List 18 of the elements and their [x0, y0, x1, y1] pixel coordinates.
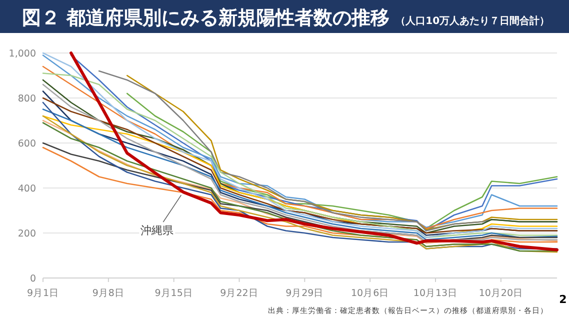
x-tick-label: 9月29日 — [286, 288, 324, 299]
x-tick-label: 9月8日 — [92, 288, 124, 299]
chart-subtitle: （人口10万人あたり７日間合計） — [396, 15, 550, 27]
y-tick-label: 200 — [18, 228, 36, 240]
text: 2 — [559, 293, 567, 306]
x-tick-label: 10月20日 — [478, 288, 524, 299]
x-tick-label: 10月6日 — [351, 288, 390, 299]
y-tick-label: 400 — [18, 184, 36, 194]
y-tick-label: 600 — [18, 138, 36, 150]
chart-title: 図２ 都道府県別にみる新規陽性者数の推移 — [22, 7, 390, 29]
x-tick-label: 10月13日 — [413, 288, 458, 299]
x-tick-label: 9月15日 — [154, 288, 193, 299]
y-tick-label: 800 — [18, 94, 36, 104]
text: 沖縄県 — [140, 224, 174, 238]
x-tick-label: 9月1日 — [26, 288, 60, 299]
x-tick-label: 9月22日 — [220, 288, 258, 299]
y-tick-label: 1,000 — [8, 48, 36, 60]
y-tick-label: 0 — [30, 274, 36, 284]
